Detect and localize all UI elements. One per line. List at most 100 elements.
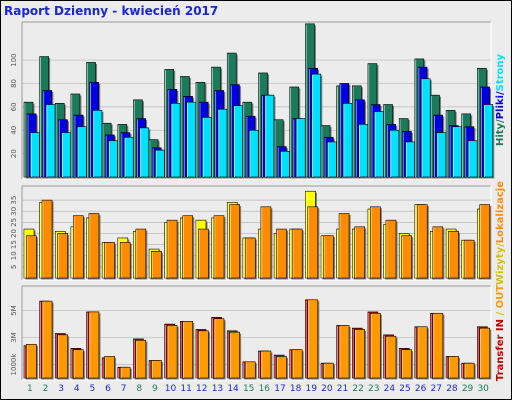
top-bar-strony [295,118,307,179]
bottom-bar-transfer-out-fill [41,300,53,379]
legend-label: Transfer IN / OUT [495,285,506,381]
top-tick-label: 20 [10,149,18,158]
day-label: 22 [352,384,363,394]
day-label: 19 [305,384,317,394]
middle-bar-lokalizacje [151,251,163,280]
top-bar-strony [327,141,338,179]
middle-bar-lokalizacje-fill [244,237,256,279]
bottom-bar-transfer-out-fill [260,350,272,379]
top-bar-strony-fill [61,132,71,178]
middle-bar-lokalizacje [88,213,101,280]
legend-kbytes-out: OUT [495,285,506,309]
top-bar-strony [280,150,292,179]
bottom-bar-transfer-out [73,349,85,380]
top-bar-strony [342,103,354,179]
bottom-bar-transfer-out [57,334,70,380]
top-bar-strony-fill [45,104,56,178]
middle-tick-label: 30 [10,207,18,216]
top-bar-strony [186,101,198,179]
bottom-bar-transfer-out-fill [385,335,397,379]
day-label: 1 [27,384,33,394]
middle-bar-lokalizacje [260,206,273,280]
bottom-bar-transfer-out-fill [57,334,68,379]
legend-label: Hity/Pliki/Strony [495,53,506,146]
bottom-bar-transfer-out-fill [463,362,475,379]
top-bar-strony [374,111,385,179]
day-label: 30 [477,384,489,394]
bottom-bar-transfer-out-fill [26,343,37,379]
top-bar-strony-fill [342,103,353,178]
top-bar-strony [264,94,276,179]
top-bar-strony-fill [389,129,400,178]
bottom-bar-transfer-out [104,356,117,380]
middle-bar-lokalizacje-fill [57,233,68,279]
top-tick-label: 100 [10,53,18,66]
day-label: 21 [337,384,348,394]
top-bar-strony [30,132,41,179]
bottom-bar-transfer-out [370,312,382,380]
bottom-bar-transfer-out [135,339,148,380]
middle-bar-lokalizacje [26,235,38,280]
top-bar-strony [217,108,229,179]
bottom-tick-label: 1000k [10,353,18,376]
day-label: 12 [196,384,207,394]
day-label: 18 [290,384,302,394]
top-bar-strony [45,104,57,179]
top-bar-strony-fill [467,140,478,178]
bottom-bar-transfer-out-fill [166,325,178,379]
top-tick-label: 80 [10,79,18,88]
legend-kbytes: Transfer IN [495,316,506,382]
day-label: 4 [74,384,80,394]
middle-bar-lokalizacje-fill [166,219,178,279]
bottom-bar-transfer-out [307,299,320,380]
bottom-bar-transfer-out [88,311,101,380]
top-bar-strony-fill [280,150,290,178]
bottom-bar-transfer-out [276,356,289,380]
middle-bar-lokalizacje-fill [385,219,397,279]
middle-bar-lokalizacje-fill [151,251,162,279]
top-bar-strony [170,103,182,179]
top-bar-strony [77,126,88,179]
top-bar-strony [139,127,151,179]
middle-tick-label: 20 [10,229,18,238]
middle-bar-lokalizacje-fill [119,242,131,279]
bottom-tick-label: 5M [10,305,18,316]
middle-bar-lokalizacje [229,204,242,280]
middle-bar-lokalizacje [370,206,382,280]
top-bar-strony [467,140,479,179]
bottom-tick-label: 3M [10,332,18,343]
bottom-bar-transfer-out [338,325,351,380]
middle-bar-lokalizacje [41,199,54,280]
middle-bar-lokalizacje-fill [104,242,115,279]
bottom-bar-transfer-out [401,349,414,380]
top-bar-strony [483,104,495,179]
top-bar-strony [155,149,166,179]
day-label: 2 [43,384,49,394]
bottom-bar-transfer-out-fill [198,330,209,379]
day-label: 3 [58,384,64,394]
middle-bar-lokalizacje-fill [182,215,194,279]
bottom-bar-transfer-out-fill [432,312,444,379]
bottom-bar-transfer-out [479,327,492,380]
top-tick-label: 40 [10,126,18,135]
middle-bar-lokalizacje-fill [448,230,459,279]
middle-bar-lokalizacje-fill [479,204,491,279]
legend-visits: Wizyty/ [495,243,506,285]
middle-bar-lokalizacje-fill [73,215,84,279]
middle-bar-lokalizacje-fill [198,228,209,279]
top-bar-strony-fill [295,118,306,178]
bottom-bar-transfer-out-fill [151,360,162,379]
middle-bar-lokalizacje [182,215,195,280]
day-label: 23 [368,384,379,394]
day-label: 16 [259,384,271,394]
middle-bar-lokalizacje [198,228,210,280]
legend-files: Pliki/ [495,91,506,119]
top-bar-strony [202,117,213,179]
middle-bar-lokalizacje [323,235,335,280]
middle-tick-label: 10 [10,251,18,260]
middle-bar-lokalizacje-fill [88,213,100,279]
middle-bar-lokalizacje-fill [354,226,366,279]
bottom-bar-transfer-out-fill [229,331,240,379]
top-bar-strony-fill [452,126,462,178]
